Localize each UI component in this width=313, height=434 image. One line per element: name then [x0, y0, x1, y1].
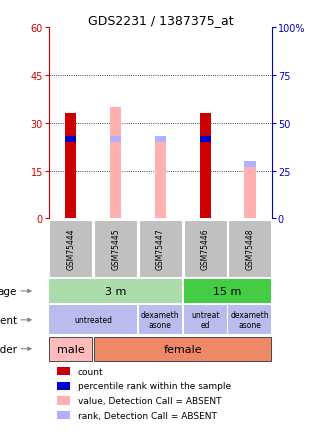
Bar — [200, 114, 211, 219]
Text: GSM75447: GSM75447 — [156, 228, 165, 270]
Text: GSM75446: GSM75446 — [201, 228, 210, 270]
Bar — [200, 136, 211, 143]
Text: gender: gender — [0, 344, 17, 354]
Text: dexameth
asone: dexameth asone — [141, 311, 180, 329]
Text: dexameth
asone: dexameth asone — [231, 311, 269, 329]
Bar — [65, 136, 76, 143]
Bar — [139, 220, 182, 277]
Text: 15 m: 15 m — [213, 286, 242, 296]
Bar — [94, 337, 271, 361]
Bar — [49, 220, 92, 277]
Bar — [200, 136, 211, 143]
Bar — [58, 367, 70, 375]
Bar — [58, 396, 70, 404]
Bar — [184, 279, 271, 303]
Bar — [110, 136, 121, 143]
Text: rank, Detection Call = ABSENT: rank, Detection Call = ABSENT — [78, 411, 217, 420]
Text: GSM75445: GSM75445 — [111, 228, 120, 270]
Bar — [110, 108, 121, 219]
Bar — [94, 220, 137, 277]
Bar — [184, 220, 227, 277]
Bar — [228, 306, 271, 335]
Bar — [184, 306, 227, 335]
Bar — [244, 161, 255, 168]
Bar — [49, 279, 182, 303]
Text: 3 m: 3 m — [105, 286, 126, 296]
Title: GDS2231 / 1387375_at: GDS2231 / 1387375_at — [88, 14, 233, 27]
Text: GSM75448: GSM75448 — [245, 228, 254, 270]
Bar — [58, 382, 70, 390]
Bar — [49, 306, 137, 335]
Bar — [65, 136, 76, 143]
Text: percentile rank within the sample: percentile rank within the sample — [78, 381, 231, 391]
Text: GSM75444: GSM75444 — [66, 228, 75, 270]
Text: age: age — [0, 286, 17, 296]
Bar — [155, 136, 166, 143]
Text: untreated: untreated — [74, 316, 112, 325]
Text: agent: agent — [0, 315, 17, 325]
Bar — [65, 114, 76, 219]
Bar — [139, 306, 182, 335]
Bar — [155, 136, 166, 219]
Bar — [228, 220, 271, 277]
Bar — [65, 114, 76, 219]
Text: untreat
ed: untreat ed — [191, 311, 219, 329]
Text: count: count — [78, 367, 103, 376]
Bar — [49, 337, 92, 361]
Text: female: female — [163, 344, 202, 354]
Bar — [200, 114, 211, 219]
Bar — [58, 411, 70, 419]
Bar — [244, 161, 255, 219]
Text: male: male — [57, 344, 85, 354]
Text: value, Detection Call = ABSENT: value, Detection Call = ABSENT — [78, 396, 221, 405]
